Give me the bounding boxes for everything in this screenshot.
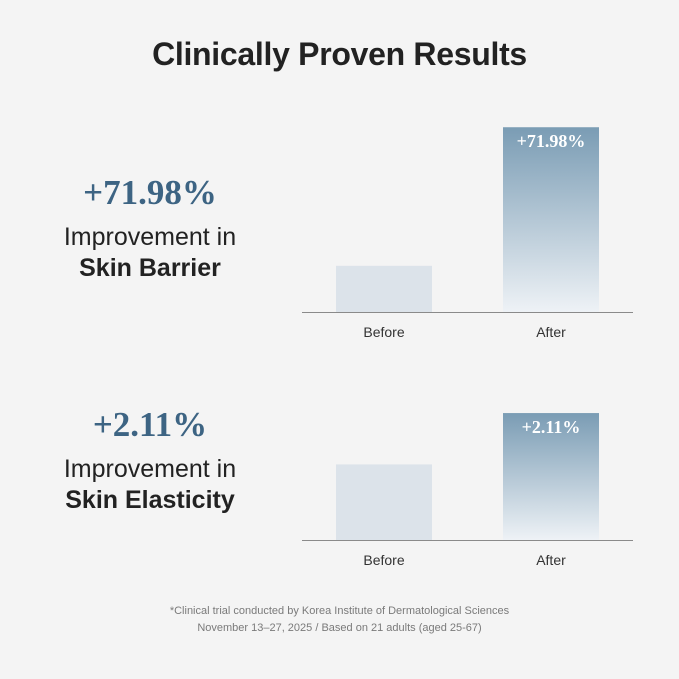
metric-value: +2.11% — [92, 405, 208, 444]
metric-caption: Improvement in — [63, 455, 237, 483]
bar-before — [336, 265, 432, 312]
result-panel-skin-barrier: +71.98% Improvement in Skin Barrier Befo… — [0, 110, 679, 350]
bar-chart-skin-barrier: Before +71.98% After — [302, 127, 633, 340]
footnote: *Clinical trial conducted by Korea Insti… — [0, 603, 679, 636]
metric-value: +71.98% — [83, 173, 217, 212]
metric-block: +2.11% Improvement in Skin Elasticity — [40, 407, 260, 517]
metric-name: Skin Barrier — [79, 254, 221, 283]
bar-after — [503, 127, 599, 312]
result-panel-skin-elasticity: +2.11% Improvement in Skin Elasticity Be… — [0, 395, 679, 585]
bar-data-label: +2.11% — [522, 417, 581, 437]
bar-data-label: +71.98% — [517, 131, 586, 151]
metric-caption: Improvement in — [63, 223, 237, 251]
footnote-line-1: *Clinical trial conducted by Korea Insti… — [169, 605, 510, 617]
x-tick-label: Before — [363, 324, 404, 340]
x-tick-label: After — [536, 324, 566, 340]
footnote-line-2: November 13–27, 2025 / Based on 21 adult… — [197, 621, 482, 634]
metric-block: +71.98% Improvement in Skin Barrier — [40, 175, 260, 285]
page-title: Clinically Proven Results — [152, 36, 527, 72]
bar-after — [503, 413, 599, 540]
x-tick-label: Before — [363, 552, 404, 568]
metric-name: Skin Elasticity — [65, 486, 235, 515]
x-tick-label: After — [536, 552, 566, 568]
bar-before — [336, 464, 432, 540]
bar-chart-skin-elasticity: Before +2.11% After — [302, 413, 633, 568]
